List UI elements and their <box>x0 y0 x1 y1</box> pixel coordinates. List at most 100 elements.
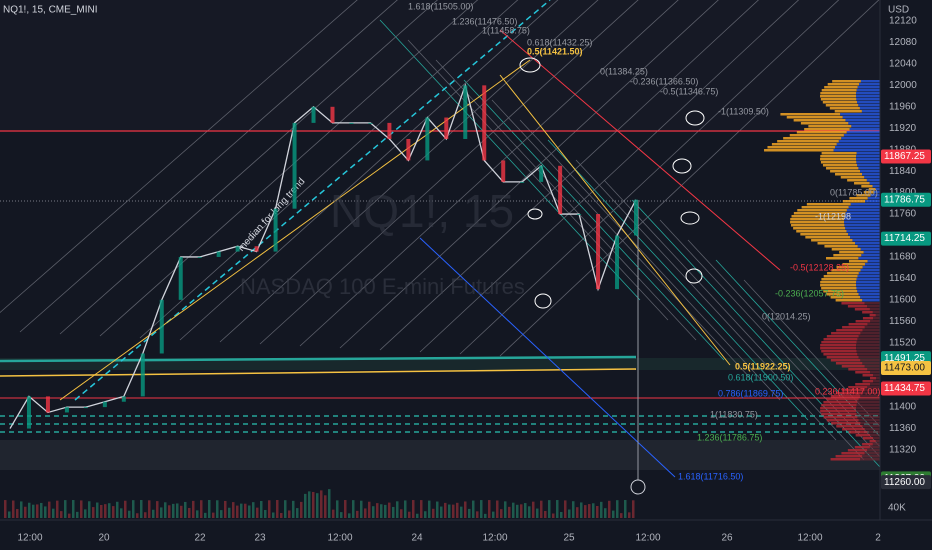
price-tick-label: 11760 <box>889 209 917 220</box>
fib-label: 0.786(11869.75) <box>718 388 783 398</box>
price-tag-label: 11434.75 <box>884 383 925 394</box>
price <box>9 83 638 429</box>
volume-bar <box>104 504 107 518</box>
profile-bar <box>780 113 841 116</box>
profile-bar <box>867 449 880 452</box>
volume-bar <box>328 489 331 518</box>
fib-line <box>499 0 880 357</box>
profile-bar <box>848 206 880 209</box>
profile-bar <box>820 407 857 410</box>
profile-bar <box>831 332 861 335</box>
profile-bar <box>821 89 857 92</box>
profile-bar <box>791 215 845 218</box>
zone <box>0 358 880 370</box>
volume-bar <box>272 512 275 518</box>
volume-bar <box>200 500 203 518</box>
profile-bar <box>836 143 880 146</box>
profile-bar <box>793 119 846 122</box>
volume-bar <box>612 510 615 518</box>
profile-bar <box>847 179 867 182</box>
profile-bar <box>841 365 865 368</box>
profile-bar <box>855 242 880 245</box>
fib-line <box>407 39 669 321</box>
volume-bar <box>564 500 567 518</box>
fib-line <box>179 0 559 341</box>
profile-bar <box>820 284 857 287</box>
profile-bar <box>840 113 880 116</box>
profile-bar <box>831 248 861 251</box>
profile-bar <box>851 125 880 128</box>
profile-bar <box>800 122 849 125</box>
profile-bar <box>821 152 857 155</box>
profile-bar <box>859 107 880 110</box>
profile-bar <box>827 272 859 275</box>
profile-bar <box>869 182 880 185</box>
fib-line <box>419 237 676 478</box>
profile-bar <box>825 104 859 107</box>
profile-bar <box>849 197 868 200</box>
symbol-header: NQ1!, 15, CME_MINI <box>3 5 97 16</box>
volume-bar <box>512 502 515 518</box>
volume-bar <box>4 500 7 518</box>
profile-bar <box>873 380 880 383</box>
volume-bar <box>212 512 215 518</box>
profile-bar <box>823 353 858 356</box>
volume-bar <box>444 502 447 518</box>
volume-bar <box>60 511 63 518</box>
profile-bar <box>790 218 845 221</box>
price-tick-label: 11920 <box>889 123 917 134</box>
volume-bar <box>160 507 163 518</box>
profile-bar <box>806 203 851 206</box>
fib-label: 0.618(11432.25) <box>527 37 592 47</box>
volume-bar <box>72 500 75 518</box>
volume-bar <box>108 503 111 518</box>
profile-bar <box>820 95 857 98</box>
volume-bar <box>552 513 555 518</box>
profile-bar <box>857 101 880 104</box>
alert-icon[interactable] <box>630 479 646 495</box>
zone <box>0 0 880 130</box>
profile-bar <box>857 164 880 167</box>
candle <box>596 214 601 290</box>
price-tag <box>881 231 931 246</box>
fib-line <box>299 0 679 347</box>
price-tag-label: 11473.00 <box>884 363 925 374</box>
profile-bar <box>862 362 880 365</box>
profile-bar <box>842 263 865 266</box>
price-tag-label: 11867.25 <box>884 151 925 162</box>
fib-label: 0(11785.00) <box>830 187 878 197</box>
fib-line <box>499 29 781 271</box>
profile-bar <box>777 140 839 143</box>
candle <box>615 235 620 290</box>
volume-bar <box>276 500 279 518</box>
profile-bar <box>832 80 861 83</box>
volume-bar <box>600 501 603 518</box>
profile-bar <box>771 143 837 146</box>
profile-bar <box>835 362 863 365</box>
volume-bar <box>124 500 127 518</box>
profile-bar <box>820 347 857 350</box>
volume-bar <box>460 506 463 518</box>
profile-bar <box>844 221 880 224</box>
volume-bar <box>432 508 435 518</box>
profile-bar <box>836 329 863 332</box>
profile-bar <box>873 374 880 377</box>
circle <box>680 211 700 225</box>
fib-label: 0.236(11417.00) <box>815 386 880 396</box>
volume-bar <box>608 500 611 518</box>
price-tag <box>881 192 931 207</box>
profile-bar <box>850 236 880 239</box>
volume-bar <box>224 500 227 518</box>
profile-bar <box>841 137 880 140</box>
profile-bar <box>862 266 880 269</box>
fib-line <box>603 179 865 461</box>
profile-bar <box>856 95 880 98</box>
volume-bar <box>436 501 439 518</box>
volume-bar <box>312 491 315 518</box>
price-tick-label: 11400 <box>889 402 917 413</box>
price-tag <box>881 360 931 375</box>
profile-bar <box>856 155 880 158</box>
fib-line <box>435 59 697 341</box>
volume-bar <box>424 511 427 518</box>
